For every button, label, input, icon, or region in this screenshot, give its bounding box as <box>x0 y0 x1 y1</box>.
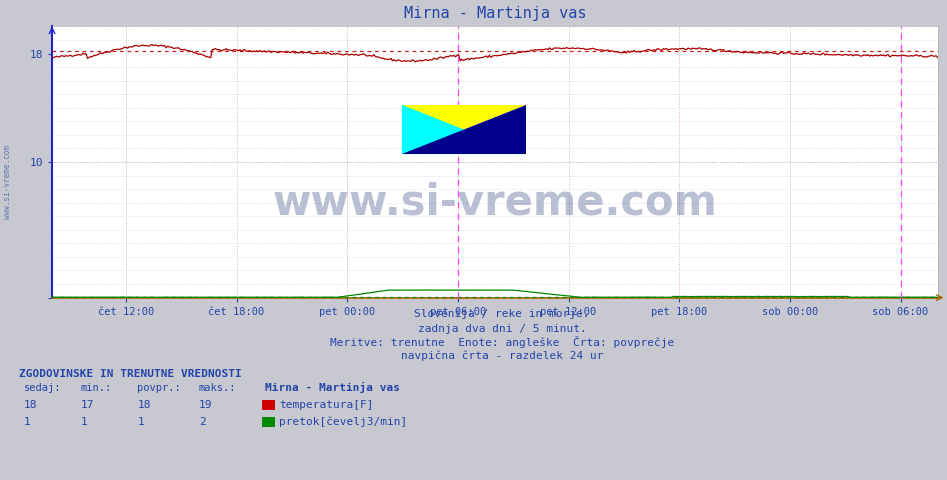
Polygon shape <box>402 105 526 154</box>
Polygon shape <box>402 105 526 154</box>
Text: www.si-vreme.com: www.si-vreme.com <box>3 145 12 219</box>
Text: min.:: min.: <box>80 383 112 393</box>
Text: sedaj:: sedaj: <box>24 383 62 393</box>
Text: pretok[čevelj3/min]: pretok[čevelj3/min] <box>279 416 407 427</box>
Text: povpr.:: povpr.: <box>137 383 181 393</box>
Polygon shape <box>402 105 526 154</box>
Text: 18: 18 <box>137 400 151 410</box>
Text: 2: 2 <box>199 417 205 427</box>
Text: ZGODOVINSKE IN TRENUTNE VREDNOSTI: ZGODOVINSKE IN TRENUTNE VREDNOSTI <box>19 369 241 379</box>
Text: 17: 17 <box>80 400 94 410</box>
Text: maks.:: maks.: <box>199 383 237 393</box>
Text: 19: 19 <box>199 400 212 410</box>
Text: 1: 1 <box>80 417 87 427</box>
Text: 1: 1 <box>24 417 30 427</box>
Title: Mirna - Martinja vas: Mirna - Martinja vas <box>403 6 586 21</box>
Text: Slovenija / reke in morje.: Slovenija / reke in morje. <box>414 309 590 319</box>
Text: www.si-vreme.com: www.si-vreme.com <box>273 182 717 224</box>
Text: Mirna - Martinja vas: Mirna - Martinja vas <box>265 382 401 393</box>
Text: zadnja dva dni / 5 minut.: zadnja dva dni / 5 minut. <box>418 324 586 334</box>
Text: navpična črta - razdelek 24 ur: navpična črta - razdelek 24 ur <box>401 350 603 361</box>
Text: 18: 18 <box>24 400 37 410</box>
Text: temperatura[F]: temperatura[F] <box>279 400 374 410</box>
Text: 1: 1 <box>137 417 144 427</box>
Text: Meritve: trenutne  Enote: angleške  Črta: povprečje: Meritve: trenutne Enote: angleške Črta: … <box>330 336 674 348</box>
